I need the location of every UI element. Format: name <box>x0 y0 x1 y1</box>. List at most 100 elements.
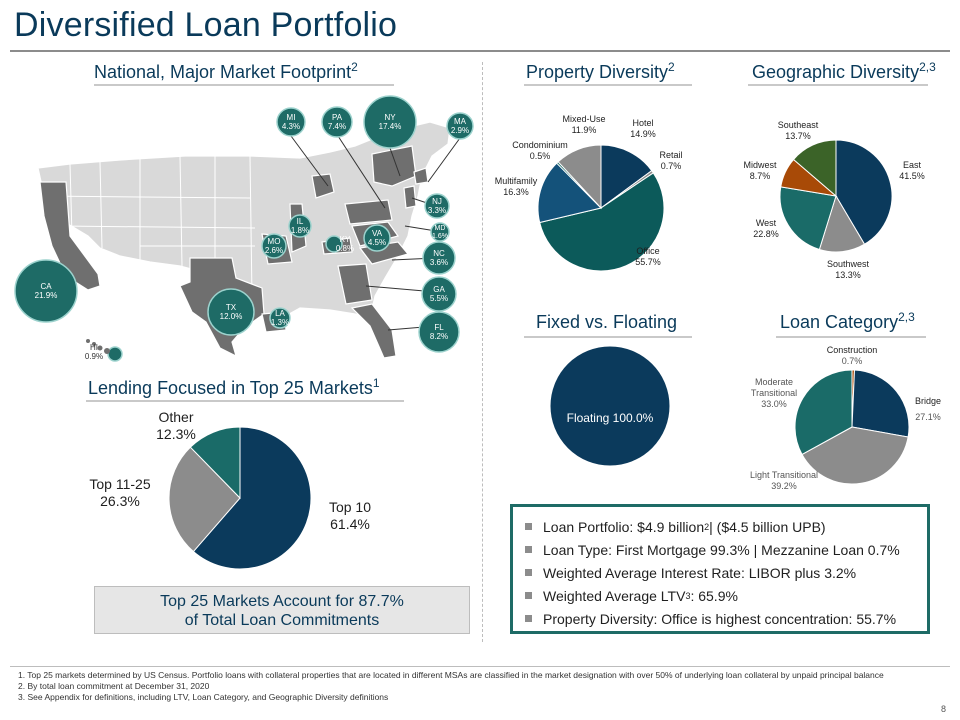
label-west-name: West <box>756 218 777 228</box>
label-bridge-name: Bridge <box>915 396 941 406</box>
top25-pie-slices <box>168 426 312 570</box>
floating-pie-slices <box>549 345 671 467</box>
map-label-code: MA <box>454 117 467 126</box>
label-bridge-value: 27.1% <box>915 412 941 422</box>
loan-category-heading: Loan Category2,3 <box>780 310 915 332</box>
map-label-pct: 1.3% <box>271 318 289 327</box>
bubble-ma <box>446 112 474 140</box>
loan-category-labels: Construction 0.7% Bridge 27.1% Light Tra… <box>750 345 941 491</box>
label-top10-name: Top 10 <box>329 499 371 515</box>
map-label-code: MI <box>287 113 296 122</box>
label-mixeduse-name: Mixed-Use <box>562 114 605 124</box>
pie-slice-hotel <box>600 144 653 209</box>
label-construction-name: Construction <box>827 345 878 355</box>
map-label-pct: 0.8% <box>336 244 354 253</box>
map-label-pct: 2.6% <box>265 246 283 255</box>
label-southwest-name: Southwest <box>827 259 870 269</box>
label-hotel-name: Hotel <box>632 118 653 128</box>
top25-heading: Lending Focused in Top 25 Markets1 <box>88 376 380 398</box>
map-label-pct: 2.9% <box>451 126 469 135</box>
map-label-code: FL <box>434 323 444 332</box>
label-light-value: 39.2% <box>771 481 797 491</box>
map-label-code: CA <box>40 282 52 291</box>
map-label-code: PA <box>332 113 343 122</box>
bullet-square-icon <box>525 592 532 599</box>
label-top11-25-value: 26.3% <box>100 493 140 509</box>
fixed-floating-rule <box>524 336 692 338</box>
map-hi-label: HI 0.9% <box>85 343 103 361</box>
label-hotel-value: 14.9% <box>630 129 656 139</box>
pie-slice-east <box>835 139 893 245</box>
map-label-pct: 8.2% <box>430 332 448 341</box>
label-top10-value: 61.4% <box>330 516 370 532</box>
map-label-code: IL <box>297 217 304 226</box>
map-label-code: NC <box>433 249 445 258</box>
pie-slice-multifamily <box>537 162 602 224</box>
page-number: 8 <box>940 704 946 714</box>
label-west-value: 22.8% <box>753 229 779 239</box>
label-other-value: 12.3% <box>156 426 196 442</box>
pie-slice-west <box>779 186 837 251</box>
bubble-la <box>269 307 291 329</box>
map-label-code: GA <box>433 285 445 294</box>
label-southeast-value: 13.7% <box>785 131 811 141</box>
label-retail-value: 0.7% <box>661 161 682 171</box>
label-floating: Floating 100.0% <box>567 411 654 425</box>
footnote-3: 3. See Appendix for definitions, includi… <box>18 692 389 702</box>
national-footprint-heading: National, Major Market Footprint2 <box>94 60 358 82</box>
map-label-pct: 21.9% <box>35 291 58 300</box>
top25-labels: Other 12.3% Top 11-25 26.3% Top 10 61.4% <box>89 409 371 532</box>
bullet-square-icon <box>525 569 532 576</box>
bubble-il <box>288 214 312 238</box>
bullet-square-icon <box>525 546 532 553</box>
pie-slice-moderate-transitional <box>794 369 853 456</box>
map-label-code: NY <box>384 113 396 122</box>
label-office-name: Office <box>636 246 659 256</box>
summary-line-2: of Total Loan Commitments <box>184 612 380 629</box>
pie-slice-top-10 <box>192 426 312 570</box>
bullet-square-icon <box>525 615 532 622</box>
map-highlighted-states <box>39 145 429 359</box>
loan-category-chart: Construction 0.7% Bridge 27.1% Light Tra… <box>750 345 941 491</box>
label-mixeduse-value: 11.9% <box>572 125 597 135</box>
map-label-code: NJ <box>432 197 442 206</box>
map-label-pct: 12.0% <box>220 312 243 321</box>
footnote-2: 2. By total loan commitment at December … <box>18 681 210 691</box>
bubble-md <box>430 222 450 242</box>
map-label-pct: 17.4% <box>379 122 402 131</box>
pie-slice-bridge <box>851 369 910 438</box>
property-diversity-heading: Property Diversity2 <box>526 60 675 82</box>
pie-slice-office <box>539 172 665 272</box>
geographic-diversity-chart: East 41.5% Southwest 13.3% West 22.8% Mi… <box>743 120 924 280</box>
loan-category-rule <box>776 336 926 338</box>
pie-slice-other <box>189 426 241 500</box>
label-top11-25-name: Top 11-25 <box>89 476 150 492</box>
label-moderate-name-2: Transitional <box>751 388 797 398</box>
map-label-pct: 3.6% <box>430 258 448 267</box>
label-other-name: Other <box>158 409 193 425</box>
map-label-code: MO <box>268 237 281 246</box>
map-label-pct: 0.9% <box>85 352 103 361</box>
property-pie-labels: Hotel 14.9% Retail 0.7% Office 55.7% Mul… <box>495 114 683 267</box>
label-moderate-value: 33.0% <box>761 399 787 409</box>
bullet-item: Property Diversity: Office is highest co… <box>525 607 915 630</box>
map-label-code: LA <box>275 309 285 318</box>
bullet-square-icon <box>525 523 532 530</box>
bubble-fl <box>418 311 460 353</box>
bubble-ca <box>14 259 78 323</box>
column-divider <box>482 62 483 642</box>
bullet-item: Loan Type: First Mortgage 99.3% | Mezzan… <box>525 538 915 561</box>
geographic-pie-labels: East 41.5% Southwest 13.3% West 22.8% Mi… <box>743 120 924 280</box>
map-label-code: HI <box>90 343 98 352</box>
label-multifamily-value: 16.3% <box>503 187 529 197</box>
map-label-pct: 1.8% <box>291 226 309 235</box>
label-multifamily-name: Multifamily <box>495 176 538 186</box>
portfolio-highlights-box: Loan Portfolio: $4.9 billion 2 | ($4.5 bi… <box>510 504 930 634</box>
national-footprint-rule <box>94 84 394 86</box>
geographic-pie-slices <box>779 139 893 253</box>
label-condominium-value: 0.5% <box>530 151 551 161</box>
bubble-ky <box>325 235 343 253</box>
pie-slice-southeast <box>792 139 837 198</box>
